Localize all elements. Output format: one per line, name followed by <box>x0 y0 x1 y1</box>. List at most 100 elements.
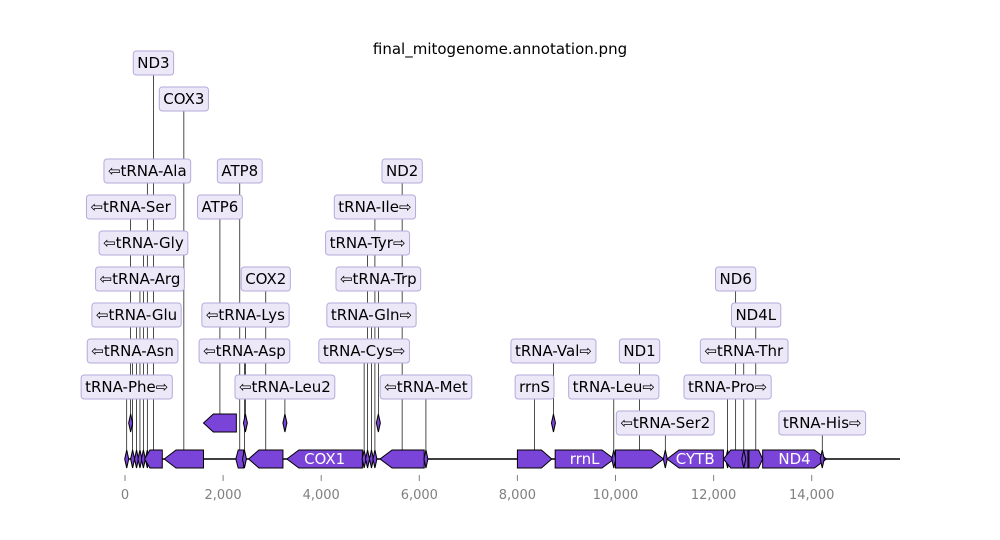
feature-label: ⇦tRNA-Ser <box>90 198 171 216</box>
feature-label: tRNA-Cys⇨ <box>323 342 406 360</box>
feature-label: ATP8 <box>221 162 258 180</box>
feature-trna-val <box>550 413 556 433</box>
feature-label-box <box>510 338 597 364</box>
feature-nd4 <box>762 449 828 469</box>
feature-label: tRNA-Val⇨ <box>515 342 592 360</box>
feature-label: ⇦tRNA-Trp <box>340 270 417 288</box>
feature-trna-his <box>819 449 825 469</box>
feature-label: tRNA-Tyr⇨ <box>330 234 406 252</box>
feature-label-box <box>80 374 173 400</box>
x-tick-label: 6,000 <box>401 488 438 503</box>
feature-trna-ser <box>128 413 134 433</box>
feature-label-box <box>335 266 422 292</box>
feature-cox2 <box>247 449 284 469</box>
feature-label-box <box>95 266 185 292</box>
feature-label-box <box>98 230 189 256</box>
feature-label-box <box>198 338 291 364</box>
feature-label-box <box>196 194 243 220</box>
feature-label: tRNA-His⇨ <box>783 414 862 432</box>
feature-label: tRNA-Phe⇨ <box>85 378 168 396</box>
feature-inline-label: COX1 <box>304 450 345 468</box>
feature-inline-label: ND4 <box>778 450 810 468</box>
feature-trna-thr <box>741 449 747 469</box>
feature-trna-asp <box>241 449 247 469</box>
feature-label: tRNA-Gln⇨ <box>331 306 412 324</box>
feature-layer <box>124 413 828 469</box>
chart-title: final_mitogenome.annotation.png <box>372 40 628 58</box>
feature-label: ⇦tRNA-Asp <box>203 342 286 360</box>
feature-rrnl <box>554 449 615 469</box>
x-tick-label: 0 <box>121 488 129 503</box>
feature-label-box <box>381 158 423 184</box>
feature-label-box <box>240 266 291 292</box>
feature-cox3 <box>163 449 204 469</box>
feature-label: rrnS <box>519 378 550 396</box>
feature-nd4l <box>748 449 764 469</box>
feature-trna-leu2 <box>282 413 288 433</box>
feature-label-box <box>91 302 182 328</box>
feature-label: ⇦tRNA-Glu <box>96 306 177 324</box>
feature-label: ⇦tRNA-Ser2 <box>620 414 710 432</box>
feature-label-box <box>103 158 192 184</box>
feature-label-box <box>333 194 417 220</box>
x-tick-label: 10,000 <box>593 488 639 503</box>
feature-label-box <box>234 374 336 400</box>
x-tick-label: 14,000 <box>789 488 835 503</box>
feature-nd2 <box>379 449 425 469</box>
feature-label: tRNA-Pro⇨ <box>688 378 767 396</box>
feature-trna-trp <box>375 413 381 433</box>
feature-trna-ile <box>372 449 378 469</box>
feature-label: COX2 <box>245 270 286 288</box>
feature-label-box <box>615 410 715 436</box>
feature-label-box <box>514 374 555 400</box>
feature-label-box <box>216 158 263 184</box>
feature-label: ATP6 <box>201 198 238 216</box>
feature-label: ⇦tRNA-Gly <box>103 234 184 252</box>
feature-label: ND1 <box>623 342 655 360</box>
feature-trna-lys <box>242 413 248 433</box>
feature-inline-label: rrnL <box>570 450 600 468</box>
feature-label: ND2 <box>386 162 418 180</box>
feature-label-box <box>158 86 209 112</box>
feature-inline-label: CYTB <box>676 450 715 468</box>
feature-label-box <box>326 302 417 328</box>
feature-atp6 <box>202 413 237 433</box>
feature-label-box <box>379 374 473 400</box>
feature-label: ND6 <box>720 270 752 288</box>
feature-label-box <box>201 302 290 328</box>
feature-label-box <box>318 338 410 364</box>
feature-label-box <box>568 374 660 400</box>
feature-trna-met <box>423 449 429 469</box>
x-tick-label: 4,000 <box>303 488 340 503</box>
feature-label: ⇦tRNA-Ala <box>108 162 187 180</box>
feature-label: tRNA-Ile⇨ <box>338 198 411 216</box>
feature-label: ND3 <box>137 54 169 72</box>
feature-label-box <box>778 410 867 436</box>
feature-trna-tyr <box>365 449 371 469</box>
feature-trna-phe <box>124 449 130 469</box>
feature-label: ⇦tRNA-Thr <box>704 342 784 360</box>
feature-label-box <box>325 230 411 256</box>
feature-label-layer: tRNA-Phe⇨ ⇦tRNA-Asn ⇦tRNA-Glu ⇦tRNA-Arg ⇦tRN… <box>80 50 867 468</box>
feature-label-box <box>132 50 175 76</box>
feature-label: ⇦tRNA-Asn <box>91 342 174 360</box>
feature-nd3 <box>144 449 163 469</box>
feature-label-box <box>618 338 661 364</box>
feature-label: ⇦tRNA-Met <box>384 378 468 396</box>
feature-label: COX3 <box>163 90 204 108</box>
x-tick-label: 12,000 <box>691 488 737 503</box>
x-tick-label: 2,000 <box>204 488 241 503</box>
feature-label: tRNA-Leu⇨ <box>573 378 655 396</box>
x-tick-label: 8,000 <box>499 488 536 503</box>
feature-label-box <box>699 338 789 364</box>
feature-label-box <box>86 338 179 364</box>
feature-label: ND4L <box>735 306 776 324</box>
feature-label-box <box>85 194 177 220</box>
feature-nd6 <box>722 449 749 469</box>
feature-nd1 <box>615 449 665 469</box>
feature-label-box <box>683 374 772 400</box>
feature-label-box <box>730 302 782 328</box>
feature-rrns <box>516 449 553 469</box>
feature-label: ⇦tRNA-Leu2 <box>239 378 331 396</box>
